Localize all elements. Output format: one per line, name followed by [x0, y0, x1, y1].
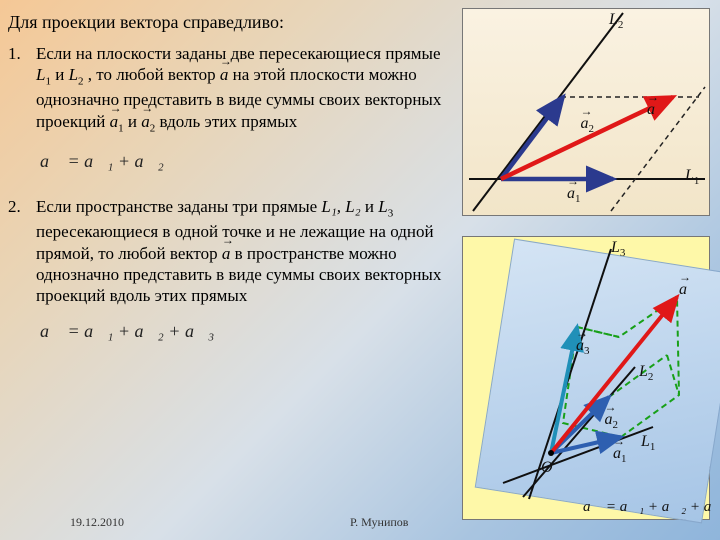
formula-1: a⃗ = a⃗₁ + a⃗₂	[40, 150, 446, 173]
figure-2d-projection: L1L2aa1a2	[462, 8, 710, 216]
footer-date: 19.12.2010	[70, 515, 124, 530]
item-2: 2. Если пространстве заданы три прямые L…	[8, 196, 446, 343]
item-num: 1.	[8, 43, 21, 64]
item-list: 1. Если на плоскости заданы две пересека…	[8, 43, 446, 343]
formula-2: a⃗ = a⃗₁ + a⃗₂ + a⃗₃	[40, 320, 446, 343]
text-column: Для проекции вектора справедливо: 1. Есл…	[8, 8, 446, 367]
item-num: 2.	[8, 196, 21, 217]
figure-2-formula: a⃗ = a⃗₁ + a⃗₂ + a⃗₃	[583, 499, 720, 516]
footer-author: Р. Мунипов	[350, 515, 408, 530]
page-title: Для проекции вектора справедливо:	[8, 8, 446, 33]
item-1: 1. Если на плоскости заданы две пересека…	[8, 43, 446, 172]
figure-2-svg	[463, 237, 711, 521]
slide: Для проекции вектора справедливо: 1. Есл…	[0, 0, 720, 540]
figure-3d-projection: a⃗ = a⃗₁ + a⃗₂ + a⃗₃ L1L2L3Oaa1a2a3	[462, 236, 710, 520]
item-1-text: Если на плоскости заданы две пересекающи…	[36, 44, 441, 131]
item-2-text: Если пространстве заданы три прямые L₁, …	[36, 197, 441, 305]
